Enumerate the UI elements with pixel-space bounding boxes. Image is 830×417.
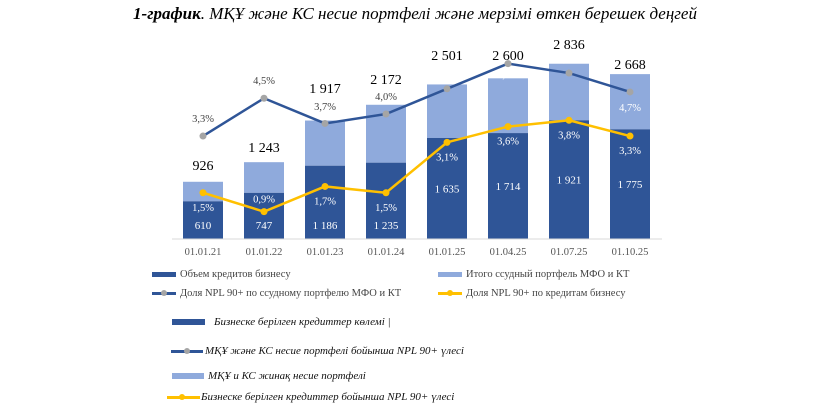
total-label: 926 xyxy=(193,159,214,174)
legend-label: Итого ссудный портфель МФО и КТ xyxy=(466,269,630,280)
total-label: 2 600 xyxy=(492,49,524,64)
npl-mfo-point xyxy=(199,132,207,140)
business-label: 1 714 xyxy=(496,181,521,193)
npl-mfo-point xyxy=(504,60,512,68)
legend-swatch xyxy=(152,272,176,277)
legend-kz-1: Бизнеске берілген кредиттер көлемі | xyxy=(172,316,391,328)
business-label: 1 635 xyxy=(435,183,460,195)
legend-label: МҚҰ и КС жинақ несие портфелі xyxy=(208,370,366,382)
legend-swatch xyxy=(438,272,462,277)
npl-business-label: 1,7% xyxy=(314,196,336,207)
legend-line-mfo: Доля NPL 90+ по ссудному портфелю МФО и … xyxy=(152,288,401,299)
x-tick-label: 01.01.22 xyxy=(246,247,283,258)
legend-swatch xyxy=(152,290,176,296)
npl-business-label: 1,5% xyxy=(192,203,214,214)
total-label: 2 668 xyxy=(614,58,646,73)
legend-swatch xyxy=(172,373,204,379)
npl-business-label: 1,5% xyxy=(375,203,397,214)
x-tick-label: 01.04.25 xyxy=(490,247,527,258)
legend-swatch xyxy=(171,347,203,354)
business-label: 1 235 xyxy=(374,220,399,232)
npl-mfo-label: 5,6% xyxy=(497,70,519,81)
npl-business-point xyxy=(443,138,451,146)
npl-mfo-label: 4,5% xyxy=(253,76,275,87)
legend-kz-2: МҚҰ және КС несие портфелі бойынша NPL 9… xyxy=(171,345,464,357)
x-tick-label: 01.07.25 xyxy=(551,247,588,258)
legend-bar-total: Итого ссудный портфель МФО и КТ xyxy=(438,269,629,280)
chart-plot: 926 610 01.01.21 1 243 747 01.01.22 1 917 1 186… xyxy=(172,38,662,258)
legend-bar-business: Объем кредитов бизнесу xyxy=(152,269,291,280)
npl-mfo-label: 3,3% xyxy=(192,114,214,125)
npl-mfo-point xyxy=(260,94,268,102)
bar-business xyxy=(183,201,223,239)
npl-mfo-line xyxy=(202,62,631,138)
legend-label: Доля NPL 90+ по кредитам бизнесу xyxy=(466,288,626,299)
bar-total xyxy=(610,74,650,130)
npl-business-point xyxy=(382,189,390,197)
legend-line-business: Доля NPL 90+ по кредитам бизнесу xyxy=(438,288,625,299)
bar-business xyxy=(488,133,528,239)
legend-label: Доля NPL 90+ по ссудному портфелю МФО и … xyxy=(180,288,402,299)
npl-mfo-point xyxy=(321,119,329,127)
bar-business xyxy=(244,192,284,239)
x-tick-label: 01.01.24 xyxy=(368,247,406,258)
bar-total xyxy=(305,120,345,166)
bar-total xyxy=(244,162,284,193)
total-label: 2 501 xyxy=(431,49,463,64)
total-label: 2 836 xyxy=(553,38,585,53)
npl-business-label: 3,1% xyxy=(436,152,458,163)
npl-business-point xyxy=(321,182,329,190)
legend-kz-4: Бизнеске берілген кредиттер бойынша NPL … xyxy=(167,391,454,403)
npl-business-label: 3,3% xyxy=(619,146,641,157)
npl-business-point xyxy=(565,116,573,124)
npl-mfo-label: 4,0% xyxy=(375,92,397,103)
legend-label: Объем кредитов бизнесу xyxy=(180,269,291,280)
business-label: 610 xyxy=(195,220,212,232)
legend-swatch xyxy=(172,319,205,325)
legend-swatch xyxy=(167,393,200,400)
x-tick-label: 01.01.21 xyxy=(185,247,222,258)
npl-business-point xyxy=(626,132,634,140)
business-label: 1 921 xyxy=(557,175,582,187)
bar-total xyxy=(427,84,467,138)
bar-business xyxy=(366,162,406,239)
bar-business xyxy=(549,120,589,239)
npl-mfo-label: 4,8% xyxy=(436,71,458,82)
total-label: 2 172 xyxy=(370,73,402,88)
x-tick-label: 01.10.25 xyxy=(612,247,649,258)
title-bold: 1-график xyxy=(133,4,201,23)
legend-label: МҚҰ және КС несие портфелі бойынша NPL 9… xyxy=(205,345,464,357)
total-label: 1 917 xyxy=(309,82,341,97)
npl-mfo-point xyxy=(382,110,390,118)
legend-label: Бизнеске берілген кредиттер бойынша NPL … xyxy=(201,391,455,403)
chart-title: 1-график. МҚҰ және КС несие портфелі жән… xyxy=(0,4,830,24)
npl-business-label: 3,6% xyxy=(497,137,519,148)
npl-business-label: 3,8% xyxy=(558,130,580,141)
business-label: 1 775 xyxy=(618,179,643,191)
npl-business-line xyxy=(202,119,631,213)
bar-business xyxy=(610,129,650,239)
x-tick-label: 01.01.25 xyxy=(429,247,466,258)
x-tick-label: 01.01.23 xyxy=(307,247,344,258)
legend-kz-3: МҚҰ и КС жинақ несие портфелі xyxy=(172,370,366,382)
npl-mfo-point xyxy=(443,85,451,93)
npl-mfo-label: 3,7% xyxy=(314,102,336,113)
npl-business-point xyxy=(504,123,512,131)
npl-business-label: 0,9% xyxy=(253,195,275,206)
npl-mfo-label: 5,3% xyxy=(558,54,580,65)
npl-mfo-point xyxy=(626,88,634,96)
npl-mfo-label: 4,7% xyxy=(619,103,641,114)
legend-label: Бизнеске берілген кредиттер көлемі | xyxy=(214,316,391,328)
total-label: 1 243 xyxy=(248,141,280,156)
npl-mfo-point xyxy=(565,69,573,77)
business-label: 747 xyxy=(256,220,273,232)
business-label: 1 186 xyxy=(313,220,338,232)
legend-swatch xyxy=(438,290,462,296)
title-rest: . МҚҰ және КС несие портфелі және мерзім… xyxy=(200,4,697,23)
npl-business-point xyxy=(199,189,207,197)
bar-business xyxy=(305,165,345,239)
npl-business-point xyxy=(260,208,268,216)
